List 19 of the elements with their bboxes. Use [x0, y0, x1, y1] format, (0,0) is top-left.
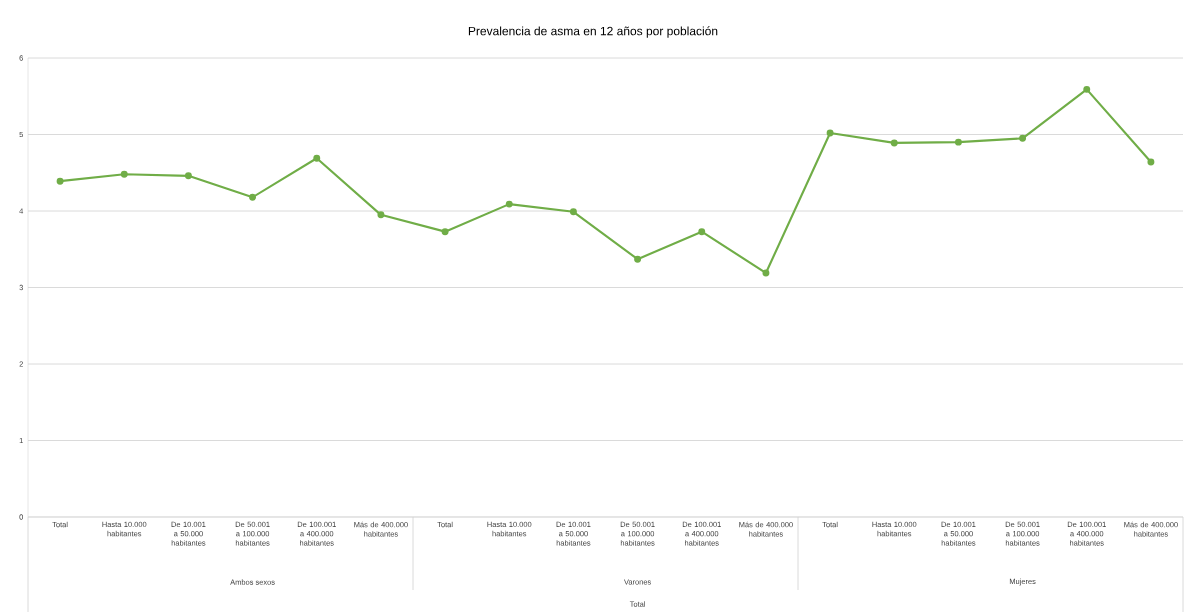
- point: [1019, 134, 1027, 142]
- point: [120, 170, 128, 178]
- point: [1083, 85, 1091, 93]
- point: [184, 172, 192, 180]
- point: [634, 255, 642, 263]
- point: [954, 138, 962, 146]
- point: [826, 129, 834, 137]
- point: [313, 154, 321, 162]
- point: [762, 269, 770, 277]
- point: [505, 200, 513, 208]
- point: [441, 228, 449, 236]
- point: [56, 177, 64, 185]
- point: [249, 193, 257, 201]
- point: [377, 211, 385, 219]
- point: [1147, 158, 1155, 166]
- point: [569, 208, 577, 216]
- point: [890, 139, 898, 147]
- chart-title: Prevalencia de asma en 12 años por población: [468, 26, 718, 38]
- point: [698, 228, 706, 236]
